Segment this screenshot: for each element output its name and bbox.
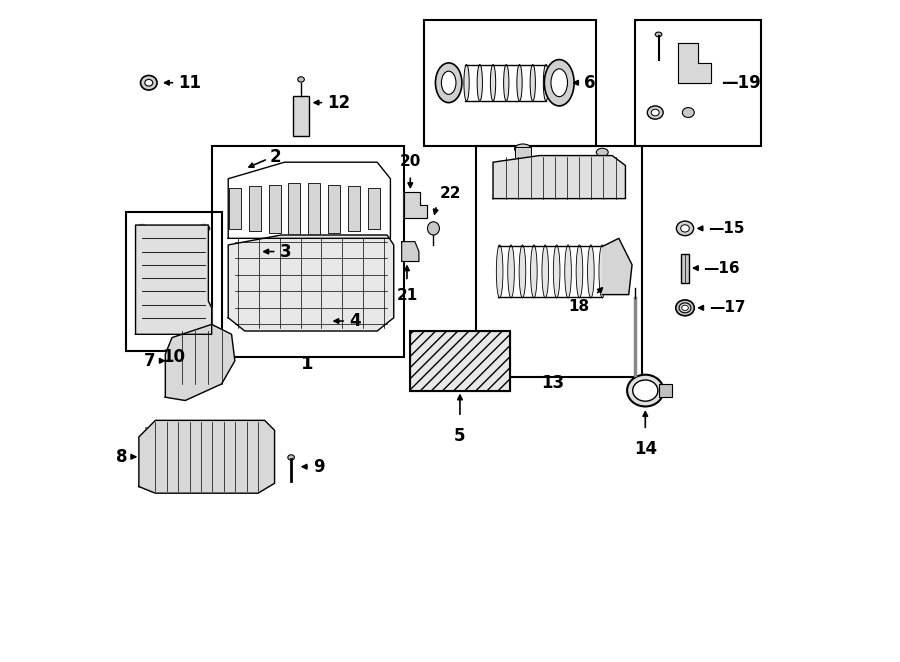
FancyBboxPatch shape: [248, 186, 261, 231]
Ellipse shape: [554, 245, 560, 298]
Text: 14: 14: [634, 440, 657, 458]
Ellipse shape: [136, 224, 149, 232]
Ellipse shape: [680, 303, 691, 313]
Text: —17: —17: [709, 301, 745, 315]
Text: 18: 18: [569, 299, 590, 314]
Text: 8: 8: [116, 448, 128, 466]
Ellipse shape: [441, 71, 456, 95]
Text: —19: —19: [722, 73, 761, 92]
Ellipse shape: [599, 245, 606, 298]
Polygon shape: [401, 242, 419, 261]
Ellipse shape: [627, 375, 663, 406]
FancyBboxPatch shape: [289, 183, 301, 234]
Text: 20: 20: [400, 154, 421, 169]
Ellipse shape: [145, 79, 153, 86]
Ellipse shape: [676, 300, 694, 316]
Ellipse shape: [184, 346, 211, 376]
Text: 21: 21: [396, 288, 418, 303]
Ellipse shape: [652, 109, 659, 116]
Text: 10: 10: [162, 348, 184, 366]
Ellipse shape: [317, 318, 325, 325]
Ellipse shape: [477, 65, 482, 101]
Text: 1: 1: [302, 355, 314, 373]
Text: 9: 9: [313, 457, 325, 476]
Text: 22: 22: [440, 185, 462, 201]
Polygon shape: [166, 324, 235, 401]
Ellipse shape: [198, 325, 210, 333]
Text: 4: 4: [349, 312, 361, 330]
Ellipse shape: [288, 455, 294, 460]
FancyBboxPatch shape: [293, 96, 309, 136]
Ellipse shape: [576, 245, 583, 298]
Ellipse shape: [241, 244, 259, 260]
Text: 6: 6: [584, 73, 596, 92]
Ellipse shape: [530, 65, 536, 101]
Ellipse shape: [515, 144, 531, 154]
Polygon shape: [136, 225, 212, 334]
Ellipse shape: [564, 245, 572, 298]
Ellipse shape: [542, 245, 549, 298]
FancyBboxPatch shape: [328, 185, 340, 232]
Text: —15: —15: [708, 221, 744, 236]
Ellipse shape: [597, 148, 608, 156]
Ellipse shape: [633, 380, 658, 401]
FancyBboxPatch shape: [309, 183, 320, 234]
Text: 7: 7: [144, 352, 156, 370]
Ellipse shape: [517, 65, 522, 101]
Ellipse shape: [655, 32, 661, 37]
Ellipse shape: [681, 305, 688, 310]
Ellipse shape: [235, 271, 261, 305]
Text: 5: 5: [454, 427, 465, 445]
Ellipse shape: [190, 353, 204, 369]
FancyBboxPatch shape: [268, 185, 281, 232]
Ellipse shape: [544, 60, 574, 106]
Ellipse shape: [298, 77, 304, 82]
Ellipse shape: [140, 75, 158, 90]
Bar: [410, 331, 509, 391]
Polygon shape: [404, 192, 427, 218]
Ellipse shape: [136, 325, 149, 333]
Text: 11: 11: [178, 73, 202, 92]
Ellipse shape: [519, 245, 526, 298]
Polygon shape: [602, 238, 632, 295]
Ellipse shape: [246, 248, 255, 256]
Ellipse shape: [680, 225, 689, 232]
Ellipse shape: [588, 245, 594, 298]
Ellipse shape: [428, 222, 439, 235]
Ellipse shape: [312, 314, 329, 328]
Ellipse shape: [198, 224, 210, 232]
FancyBboxPatch shape: [229, 188, 241, 229]
Ellipse shape: [436, 63, 462, 103]
Ellipse shape: [677, 221, 694, 236]
Ellipse shape: [464, 65, 469, 101]
Ellipse shape: [491, 65, 496, 101]
Text: 2: 2: [270, 148, 282, 166]
Ellipse shape: [504, 65, 508, 101]
FancyBboxPatch shape: [368, 188, 380, 229]
Ellipse shape: [241, 279, 256, 297]
Polygon shape: [229, 235, 393, 331]
Text: 12: 12: [328, 93, 351, 112]
FancyBboxPatch shape: [659, 384, 671, 397]
Ellipse shape: [551, 69, 568, 97]
Text: —16: —16: [704, 261, 740, 275]
Ellipse shape: [496, 245, 503, 298]
Text: 13: 13: [541, 374, 564, 392]
FancyBboxPatch shape: [515, 147, 531, 162]
Polygon shape: [679, 43, 712, 83]
Ellipse shape: [647, 106, 663, 119]
FancyBboxPatch shape: [681, 254, 689, 283]
Ellipse shape: [508, 245, 515, 298]
Ellipse shape: [530, 245, 537, 298]
Polygon shape: [139, 420, 274, 493]
Polygon shape: [493, 156, 626, 199]
Ellipse shape: [682, 108, 694, 118]
FancyBboxPatch shape: [348, 186, 360, 231]
Text: 3: 3: [280, 242, 292, 261]
Ellipse shape: [544, 65, 549, 101]
